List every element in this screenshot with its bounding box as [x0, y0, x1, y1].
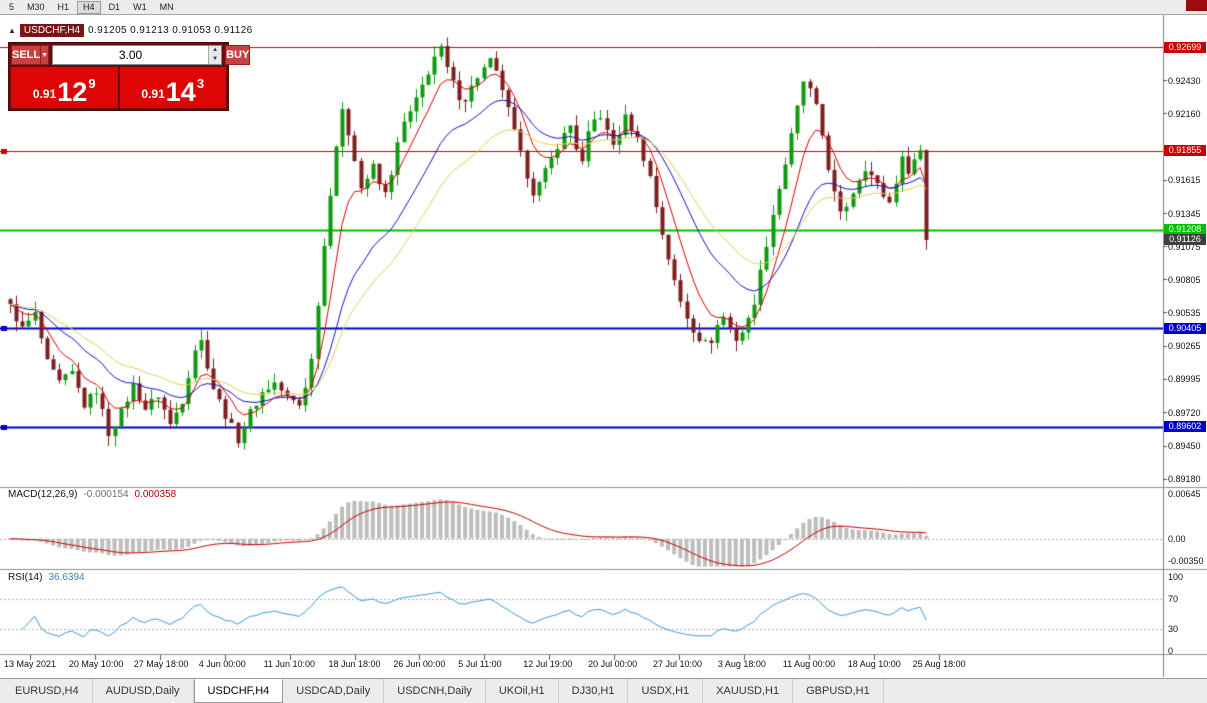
macd-axis-label: 0.00645 [1168, 489, 1201, 499]
time-axis-label: 18 Aug 10:00 [847, 659, 901, 669]
price-scale-tick-label: 0.90265 [1168, 341, 1201, 352]
time-axis-label: 26 Jun 00:00 [393, 659, 446, 669]
macd-axis-label: 0.00 [1168, 533, 1186, 544]
volume-spinner: ▲ ▼ [208, 46, 222, 64]
ask-price[interactable]: 0.91 14 3 [119, 67, 226, 108]
rsi-value: 36.6394 [48, 572, 85, 583]
macd-main-value: -0.000154 [83, 489, 129, 500]
time-axis-label: 20 Jul 00:00 [588, 659, 638, 669]
time-axis-label: 11 Jun 10:00 [263, 659, 315, 669]
time-axis-label: 18 Jun 18:00 [328, 659, 381, 669]
price-scale-tick-label: 0.89720 [1168, 407, 1201, 418]
price-scale-tick-label: 0.89995 [1168, 374, 1201, 385]
one-click-toggle-icon[interactable]: ▲ [8, 26, 16, 35]
chart-tab-ukoil-h1[interactable]: UKOil,H1 [486, 679, 559, 703]
chart-tab-dj30-h1[interactable]: DJ30,H1 [559, 679, 629, 703]
bid-big-digits: 12 [57, 77, 88, 107]
ask-prefix: 0.91 [141, 87, 165, 101]
price-scale-tick-label: 0.91345 [1168, 208, 1201, 219]
macd-axis-label: -0.00350 [1168, 556, 1204, 566]
bid-prefix: 0.91 [32, 87, 57, 101]
macd-label: MACD(12,26,9) -0.000154 0.000358 [8, 489, 176, 500]
time-axis-label: 11 Aug 00:00 [782, 659, 836, 669]
price-scale-tick-label: 0.92430 [1168, 75, 1201, 86]
timeframe-w1[interactable]: W1 [133, 1, 147, 12]
rsi-axis-label: 100 [1168, 572, 1184, 582]
buy-button[interactable]: BUY [225, 45, 251, 65]
chart-tab-usdcad-daily[interactable]: USDCAD,Daily [283, 679, 385, 703]
chart-tab-usdx-h1[interactable]: USDX,H1 [628, 679, 704, 703]
time-axis-label: 27 May 18:00 [133, 659, 189, 669]
timeframe-h1[interactable]: H1 [57, 1, 70, 12]
symbol-label: USDCHF,H4 [19, 24, 85, 37]
volume-spinner-up-icon[interactable]: ▲ [209, 46, 222, 55]
rsi-label: RSI(14) 36.6394 [8, 572, 85, 583]
time-axis-label: 25 Aug 18:00 [912, 659, 966, 669]
chart-tab-usdchf-h4[interactable]: USDCHF,H4 [193, 679, 284, 703]
chart-tabs-bar: EURUSD,H4 AUDUSD,Daily USDCHF,H4 USDCAD,Dai… [0, 678, 1207, 703]
bid-price[interactable]: 0.91 12 9 [11, 67, 118, 108]
price-line-badge: 0.91208 [1164, 224, 1206, 236]
price-line-badge: 0.91855 [1164, 145, 1206, 157]
chart-tab-gbpusd-h1[interactable]: GBPUSD,H1 [793, 679, 884, 703]
price-scale-tick-label: 0.92160 [1168, 108, 1201, 119]
price-scale-tick-label: 0.90805 [1168, 274, 1201, 285]
rsi-axis-label: 0 [1168, 646, 1174, 656]
price-scale-tick-label: 0.89450 [1168, 441, 1201, 452]
trade-dropdown-button[interactable]: ▼ [41, 45, 50, 65]
time-axis-label: 4 Jun 00:00 [198, 659, 246, 669]
price-scale-tick-label: 0.91615 [1168, 175, 1201, 186]
volume-input[interactable] [53, 46, 209, 64]
time-axis-label: 3 Aug 18:00 [717, 659, 766, 669]
ohlc-values: 0.91205 0.91213 0.91053 0.91126 [88, 25, 253, 36]
macd-name: MACD(12,26,9) [8, 489, 78, 500]
rsi-axis-label: 70 [1168, 594, 1179, 604]
price-scale-tick-label: 0.89180 [1168, 474, 1201, 485]
time-axis-label: 12 Jul 19:00 [523, 659, 573, 669]
price-line-badge: 0.90405 [1164, 322, 1206, 334]
timeframe-d1[interactable]: D1 [108, 1, 121, 12]
volume-spinner-down-icon[interactable]: ▼ [209, 55, 222, 64]
chart-tab-usdcnh-daily[interactable]: USDCNH,Daily [384, 679, 486, 703]
chart-tab-eurusd-h4[interactable]: EURUSD,H4 [2, 679, 93, 703]
price-line-badge: 0.89602 [1164, 421, 1206, 433]
chart-canvas[interactable] [0, 15, 1207, 678]
time-axis-label: 5 Jul 11:00 [458, 659, 502, 669]
bid-price-badge: 0.91126 [1164, 234, 1206, 246]
chart-tab-xauusd-h1[interactable]: XAUUSD,H1 [703, 679, 794, 703]
timeframe-toolbar: 5 M30 H1 H4 D1 W1 MN [0, 0, 1207, 15]
chart-tab-audusd-daily[interactable]: AUDUSD,Daily [93, 679, 194, 703]
time-axis-label: 13 May 2021 [4, 659, 57, 669]
time-axis-label: 20 May 10:00 [68, 659, 124, 669]
macd-signal-value: 0.000358 [134, 489, 177, 500]
price-line-badge: 0.92699 [1164, 41, 1206, 53]
price-scale-tick-label: 0.90535 [1168, 307, 1201, 318]
rsi-axis-label: 30 [1168, 624, 1179, 634]
bid-pipette: 9 [88, 76, 96, 91]
chart-header: ▲ USDCHF,H4 0.91205 0.91213 0.91053 0.91… [8, 24, 253, 37]
one-click-trade-panel: SELL ▼ ▲ ▼ BUY 0.91 12 9 0.91 14 3 [8, 42, 251, 111]
timeframe-mn[interactable]: MN [159, 1, 174, 12]
timeframe-5[interactable]: 5 [9, 1, 15, 12]
rsi-name: RSI(14) [8, 572, 43, 583]
sell-button[interactable]: SELL [11, 45, 42, 65]
timeframe-h4[interactable]: H4 [77, 0, 101, 14]
ask-pipette: 3 [196, 76, 205, 91]
ask-big-digits: 14 [165, 77, 196, 107]
price-scale-tick-label: 0.91075 [1168, 241, 1201, 252]
time-axis-label: 27 Jul 10:00 [653, 659, 703, 669]
top-right-accent [1186, 0, 1207, 11]
timeframe-m30[interactable]: M30 [27, 1, 45, 12]
